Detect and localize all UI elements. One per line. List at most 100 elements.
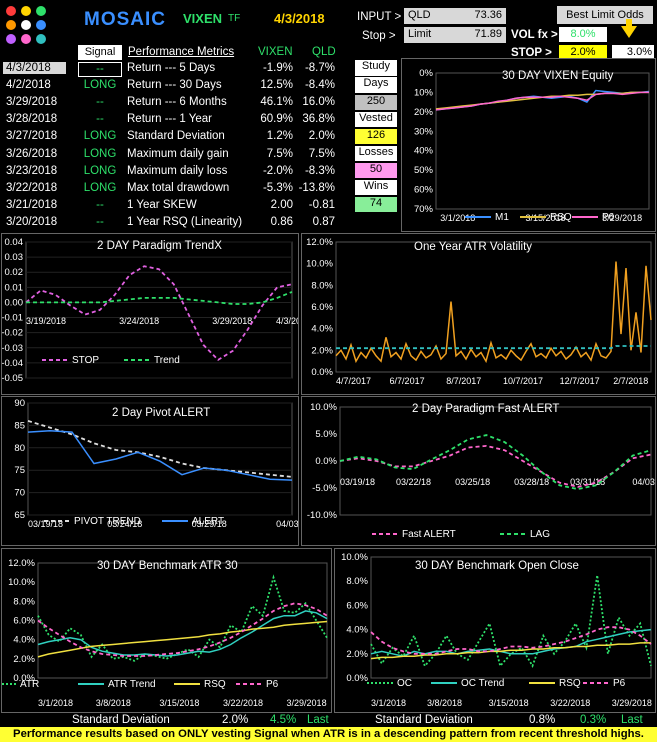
legend-label: P6 [266,679,279,690]
atr30-chart-panel: 12.0% 10.0% 8.0% 6.0% 4.0% 2.0% 0.0% 3/1/2018 3/… [0,548,332,713]
metrics-col2-header: QLD [312,46,336,58]
report-date: 4/3/2018 [274,11,325,26]
x-tick-label: 03/29/18 [192,519,227,529]
legend-label: P6 [613,678,626,689]
series-line [370,628,652,657]
y-tick-label: 0.0% [311,367,333,378]
logo-dots [4,4,52,46]
metric-value-vixen: 46.1% [260,96,293,109]
metric-label: Return --- 5 Days [127,62,216,74]
benchmark-atr30-chart: 12.0% 10.0% 8.0% 6.0% 4.0% 2.0% 0.0% 3/1/2018 3/… [0,558,328,708]
x-tick-label: 3/1/2018 [440,213,475,223]
signal-date: 3/22/2018 [6,181,58,194]
x-tick-label: 3/8/2018 [427,698,462,708]
benchmark-open-close-chart: 10.0% 8.0% 6.0% 4.0% 2.0% 0.0% 3/1/2018 3/8/201… [341,552,652,708]
y-tick-label: 0.04 [5,237,24,248]
std-value-right-b: 0.3% [580,714,607,726]
stop-type: Limit [408,28,432,40]
metric-label: Return --- 6 Months [127,96,227,109]
metrics-header: Performance Metrics [128,46,235,58]
best-limit-odds-button[interactable]: Best Limit Odds [557,6,653,24]
legend-label: ALERT [192,516,224,527]
y-tick-label: 0.03 [5,252,24,263]
metric-value-qld: 16.0% [302,96,335,109]
chart-title: 30 DAY Benchmark ATR 30 [97,560,238,572]
input-label: INPUT > [357,11,402,23]
metric-value-vixen: 7.5% [266,147,293,160]
losses-value: 50 [355,163,397,178]
fast-alert-chart: 10.0% 5.0% 0.0% -5.0% -10.0% 03/19/18 03/22/18… [307,402,657,540]
x-tick-label: 3/1/2018 [38,698,73,708]
vested-value: 126 [355,129,397,144]
trendx-chart-panel: 0.04 0.03 0.02 0.01 0.00 -0.01 -0.02 -0.03 -0.04… [1,233,301,395]
series-line [370,626,652,655]
metric-label: Return --- 30 Days [127,79,222,92]
metric-value-vixen: -1.9% [262,62,293,74]
chart-title: 30 DAY Benchmark Open Close [415,560,579,572]
metric-value-vixen: -2.0% [262,164,293,177]
series-line [339,444,652,488]
signal-value: LONG [83,181,117,194]
vested-label: Vested [355,112,397,127]
input-field[interactable]: QLD 73.36 [404,8,506,24]
losses-label: Losses [355,146,397,161]
stop-field[interactable]: Limit 71.89 [404,27,506,43]
signal-value: -- [78,62,122,77]
legend-label: STOP [72,355,99,366]
legend-label: Trend [154,355,180,366]
series-line [370,642,651,660]
signal-value: LONG [83,79,117,92]
legend-label: RSQ [559,678,581,689]
metric-value-qld: -8.4% [304,79,335,92]
y-tick-label: -5.0% [312,483,337,494]
metric-value-vixen: 0.86 [270,215,293,228]
signal-value: -- [96,113,104,126]
vol-fx-label: VOL fx > [511,29,558,41]
signal-date: 4/2/2018 [6,79,51,92]
y-tick-label: 0% [419,68,433,79]
y-tick-label: 0.02 [5,267,24,278]
series-line [27,430,293,481]
y-tick-label: 20% [414,107,434,118]
x-tick-label: 4/3/20 [276,316,298,326]
y-tick-label: -0.03 [2,343,23,354]
metric-label: Return --- 1 Year [127,113,213,126]
std-label-right: Standard Deviation [375,714,473,726]
stop-label: Stop > [362,30,396,42]
series-line [26,291,293,305]
x-tick-label: 3/29/2018 [612,698,652,708]
legend-label: OC Trend [461,678,504,689]
y-tick-label: 0.00 [5,297,24,308]
y-tick-label: 40% [414,146,434,157]
fastalert-chart-panel: 10.0% 5.0% 0.0% -5.0% -10.0% 03/19/18 03/22/18… [301,396,657,546]
legend-label: ATR [20,679,39,690]
metric-value-qld: 7.5% [308,147,335,160]
plot-area [335,241,652,373]
x-tick-label: 03/25/18 [455,477,490,487]
series-line [37,602,328,657]
legend-label: ATR Trend [108,679,156,690]
x-tick-label: 4/7/2017 [336,376,371,386]
y-tick-label: 0.01 [5,282,24,293]
signal-date: 3/27/2018 [6,130,58,143]
wins-value: 74 [355,197,397,212]
signal-value: -- [96,96,104,109]
x-tick-label: 03/31/18 [570,477,605,487]
equity-chart-panel: 0%10%20%30%40%50%60%70%3/1/20183/15/2018… [401,58,656,232]
stop2-extra: 3.0% [612,45,654,60]
y-tick-label: 6.0% [13,616,35,627]
stop2-value[interactable]: 2.0% [559,45,607,60]
y-tick-label: 0.0% [315,456,337,467]
footer-note: Performance results based on ONLY vestin… [0,727,657,742]
y-tick-label: 2.0% [13,654,35,665]
y-tick-label: 80 [14,443,25,454]
x-tick-label: 12/7/2017 [560,376,600,386]
y-tick-label: 0.0% [13,673,35,684]
x-tick-label: 3/1/2018 [371,698,406,708]
vol-fx-value[interactable]: 8.0% [559,27,607,42]
pivot-chart-panel: 90 85 80 75 70 65 03/19/18 03/24/18 03/29/18 04/0… [1,396,302,546]
legend-label: M1 [495,212,509,223]
series-line [37,620,328,658]
y-tick-label: 4.0% [346,625,368,636]
metric-value-qld: -8.7% [304,62,335,74]
